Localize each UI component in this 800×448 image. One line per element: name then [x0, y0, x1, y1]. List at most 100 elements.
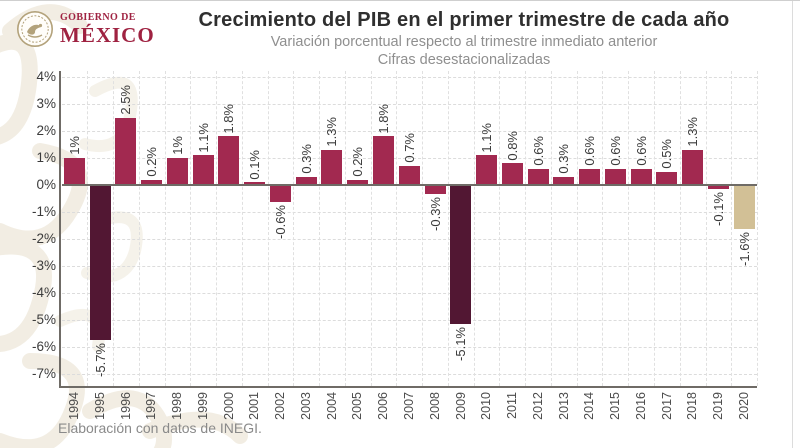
gridline-vertical — [113, 71, 115, 386]
bar-2004 — [321, 149, 343, 185]
x-axis-tick-label-wrap: 2014 — [577, 392, 603, 436]
bar-value-label-wrap: 0.6% — [525, 106, 551, 166]
subtitle-line2: Cifras desestacionalizadas — [377, 52, 551, 69]
bar-2015 — [604, 168, 626, 185]
x-axis-tick-label: 2013 — [556, 392, 571, 420]
bar-value-label-wrap: 0.6% — [602, 106, 628, 166]
bar-value-label-wrap: -0.1% — [706, 192, 732, 252]
bar-value-label: 0.3% — [298, 144, 314, 174]
gridline-vertical — [576, 71, 578, 386]
bar-1998 — [166, 158, 188, 185]
bar-value-label-wrap: 0.1% — [242, 119, 268, 180]
bar-value-label: 0.3% — [556, 144, 572, 174]
gridline-vertical — [241, 71, 243, 386]
bar-value-label: 0.2% — [144, 146, 160, 177]
bar-value-label-wrap: 0.5% — [654, 109, 680, 169]
title-block: Crecimiento del PIB en el primer trimest… — [150, 9, 778, 68]
bar-value-label-wrap: 0.6% — [577, 106, 603, 166]
bar-value-label: 0.1% — [247, 149, 263, 180]
bar-value-label: 0.2% — [350, 146, 366, 177]
gobierno-wordmark: GOBIERNO DE MÉXICO — [60, 11, 155, 46]
bar-2005 — [347, 179, 369, 185]
bar-value-label: 0.6% — [633, 136, 649, 166]
x-axis-line — [59, 386, 758, 388]
bar-value-label-wrap: 1% — [165, 95, 191, 155]
bar-value-label: 1% — [66, 136, 82, 155]
bar-2000 — [218, 136, 240, 185]
gridline-horizontal — [61, 347, 758, 348]
y-axis-tick-label: 4% — [36, 69, 56, 84]
x-axis-tick-label-wrap: 2020 — [731, 392, 757, 436]
bar-value-label: 0.7% — [401, 133, 417, 164]
bar-value-label-wrap: 2.5% — [113, 55, 139, 115]
x-axis-tick-label-wrap: 2004 — [319, 392, 345, 436]
bar-value-label: 1% — [169, 136, 185, 155]
gridline-vertical — [293, 71, 295, 386]
source-note: Elaboración con datos de INEGI. — [58, 420, 262, 436]
bar-value-label-wrap: -0.6% — [268, 205, 294, 265]
x-axis-tick-label: 2020 — [736, 392, 751, 420]
gridline-vertical — [190, 71, 192, 386]
gridline-vertical — [705, 71, 707, 386]
x-axis-tick-label: 2003 — [298, 392, 313, 420]
x-axis-tick-label: 2019 — [711, 392, 726, 420]
bar-value-label: -0.6% — [272, 205, 288, 240]
bar-value-label: 1.8% — [221, 103, 237, 134]
bar-2013 — [553, 176, 575, 185]
bar-value-label-wrap: 0.7% — [396, 103, 422, 163]
y-axis-tick-label: 1% — [36, 150, 56, 165]
gridline-horizontal — [61, 266, 758, 267]
x-axis-tick-label: 1995 — [92, 392, 107, 420]
bar-value-label-wrap: 1.8% — [371, 73, 397, 134]
x-axis-tick-label: 2015 — [608, 392, 623, 420]
x-axis-tick-label-wrap: 2002 — [268, 392, 294, 436]
bar-1999 — [192, 155, 214, 185]
bar-2002 — [269, 186, 291, 203]
wordmark-line1: GOBIERNO DE — [60, 11, 136, 23]
x-axis-tick-label-wrap: 2006 — [371, 392, 397, 436]
x-axis-tick-label: 2005 — [350, 392, 365, 420]
y-axis-tick-label: -5% — [31, 312, 56, 327]
bar-1996 — [115, 117, 137, 185]
y-axis-tick-label: 0% — [36, 177, 56, 192]
bar-2012 — [527, 168, 549, 185]
gridline-vertical — [344, 71, 346, 386]
bar-2019 — [707, 186, 729, 189]
gridline-vertical — [87, 71, 89, 386]
bar-value-label-wrap: 0.3% — [293, 114, 319, 174]
bar-value-label-wrap: -0.3% — [422, 197, 448, 257]
x-axis-tick-label: 2014 — [582, 392, 597, 420]
x-axis-tick-label-wrap: 2010 — [474, 392, 500, 436]
gridline-vertical — [628, 71, 630, 386]
x-axis-tick-label-wrap: 2012 — [525, 392, 551, 436]
gridline-vertical — [757, 71, 759, 386]
gridline-vertical — [319, 71, 321, 386]
x-axis-tick-label-wrap: 2016 — [628, 392, 654, 436]
zero-line — [61, 184, 758, 186]
bar-value-label-wrap: -1.6% — [731, 232, 757, 292]
bar-value-label-wrap: 1.1% — [190, 92, 216, 153]
mexico-seal-icon — [16, 10, 54, 48]
bar-value-label: -5.7% — [92, 342, 108, 377]
x-axis-tick-label-wrap: 2017 — [654, 392, 680, 436]
x-axis-tick-label: 1998 — [170, 392, 185, 420]
x-axis-tick-label-wrap: 2005 — [345, 392, 371, 436]
bar-2001 — [244, 182, 266, 185]
bar-value-label: 1.8% — [375, 103, 391, 134]
bar-value-label-wrap: 1% — [62, 95, 88, 155]
bar-value-label: -1.6% — [736, 232, 752, 267]
bar-2018 — [682, 149, 704, 185]
gridline-vertical — [731, 71, 733, 386]
x-axis-tick-label: 2007 — [402, 392, 416, 420]
gridline-vertical — [602, 71, 604, 386]
bar-value-label: 0.5% — [659, 138, 675, 169]
page-title: Crecimiento del PIB en el primer trimest… — [198, 9, 730, 31]
x-axis-tick-label: 2010 — [479, 392, 494, 420]
x-axis-tick-label-wrap: 2019 — [706, 392, 732, 436]
bar-value-label-wrap: -5.1% — [448, 327, 474, 387]
bar-value-label-wrap: 0.8% — [499, 100, 525, 161]
x-axis-tick-label: 2009 — [453, 392, 468, 420]
y-axis-tick-label: -1% — [31, 204, 56, 219]
